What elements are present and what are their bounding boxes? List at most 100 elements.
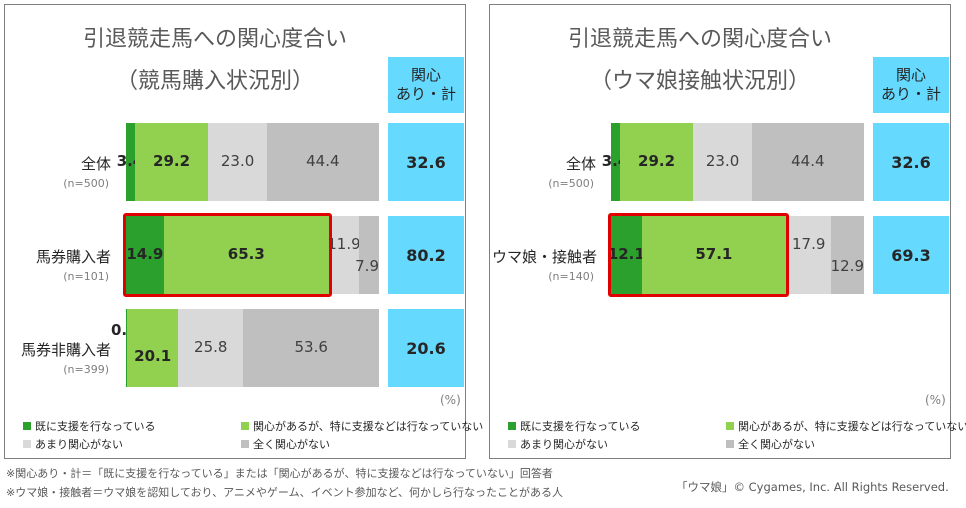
bar-segment — [786, 216, 832, 294]
data-label: 29.2 — [153, 152, 191, 170]
data-label: 29.2 — [638, 152, 676, 170]
total-value: 32.6 — [388, 123, 464, 201]
total-value: 20.6 — [388, 309, 464, 387]
chart-panel-umamusume: 引退競走馬への関心度合い （ウマ娘接触状況別） 関心 あり・計 全体 (n=500… — [489, 4, 966, 459]
legend-label: 全く関心がない — [253, 438, 330, 451]
total-value: 80.2 — [388, 216, 464, 294]
bar-segment — [693, 123, 752, 201]
legend-item: 関心があるが、特に支援などは行なっていない — [726, 418, 966, 434]
legend-label: あまり関心がない — [35, 438, 123, 451]
total-header-line1: 関心 — [895, 65, 926, 84]
legend-item: あまり関心がない — [508, 436, 608, 452]
bar-segment — [266, 123, 379, 201]
data-label: 12.9 — [830, 257, 864, 275]
bar-segment — [619, 123, 694, 201]
category-label: 全体 — [565, 155, 596, 173]
bar-segment — [751, 123, 864, 201]
bar-segment — [208, 123, 267, 201]
category-label: 馬券非購入者 — [20, 341, 111, 359]
legend-swatch — [23, 422, 31, 430]
stacked-bar: 14.9 65.3 11.9 7.9 — [126, 216, 379, 294]
stacked-bar: 0.5 20.1 25.8 53.6 — [111, 309, 379, 387]
legend-swatch — [241, 422, 249, 430]
bar-segment — [134, 123, 209, 201]
legend-item: 既に支援を行なっている — [508, 418, 640, 434]
data-label: 17.9 — [792, 235, 826, 253]
sample-size-label: (n=500) — [548, 177, 594, 190]
unit-label: (%) — [440, 393, 461, 407]
data-label: 44.4 — [791, 152, 825, 170]
legend-label: 関心があるが、特に支援などは行なっていない — [738, 420, 966, 433]
bar-segment — [359, 216, 379, 294]
chart-subtitle: （ウマ娘接触状況別） — [589, 69, 810, 94]
footnote-umamusume: ※ウマ娘・接触者＝ウマ娘を認知しており、アニメやゲーム、イベント参加など、何かし… — [6, 486, 564, 499]
data-label: 23.0 — [705, 152, 740, 170]
legend-item: 既に支援を行なっている — [23, 418, 155, 434]
legend-swatch — [241, 440, 249, 448]
highlight-frame — [608, 213, 790, 297]
total-header-line2: あり・計 — [395, 85, 456, 103]
total-value: 69.3 — [873, 216, 949, 294]
legend-item: あまり関心がない — [23, 436, 123, 452]
legend-label: あまり関心がない — [520, 438, 608, 451]
sample-size-label: (n=101) — [63, 270, 109, 283]
sample-size-label: (n=500) — [63, 177, 109, 190]
stacked-bar: 3.4 29.2 23.0 44.4 — [117, 123, 379, 201]
bar-segment — [163, 216, 329, 294]
data-label: 25.8 — [194, 338, 228, 356]
chart-title: 引退競走馬への関心度合い — [567, 27, 832, 52]
legend-label: 既に支援を行なっている — [35, 420, 156, 433]
legend-label: 既に支援を行なっている — [520, 420, 641, 433]
chart-panel-purchase: 引退競走馬への関心度合い （競馬購入状況別） 関心 あり・計 全体 (n=500)… — [4, 4, 483, 459]
bar-segment — [126, 309, 128, 387]
bar-segment — [641, 216, 787, 294]
data-label: 65.3 — [227, 245, 265, 263]
data-label: 11.9 — [327, 235, 361, 253]
copyright-text: 「ウマ娘」© Cygames, Inc. All Rights Reserved… — [676, 480, 949, 494]
category-label: 馬券購入者 — [35, 248, 111, 266]
bar-segment — [611, 216, 642, 294]
category-label: 全体 — [80, 155, 111, 173]
bar-segment — [831, 216, 864, 294]
legend-label: 全く関心がない — [738, 438, 815, 451]
sample-size-label: (n=399) — [63, 363, 109, 376]
highlight-frame — [123, 213, 332, 297]
chart-subtitle: （競馬購入状況別） — [115, 69, 314, 94]
bar-segment — [328, 216, 359, 294]
legend-item: 関心があるが、特に支援などは行なっていない — [241, 418, 483, 434]
legend-item: 全く関心がない — [726, 436, 815, 452]
stacked-bar: 12.1 57.1 17.9 12.9 — [607, 216, 864, 294]
bar-segment — [611, 123, 620, 201]
bar-segment — [126, 216, 164, 294]
legend-swatch — [508, 422, 516, 430]
total-header-line2: あり・計 — [880, 85, 941, 103]
data-label: 12.1 — [607, 245, 645, 263]
bar-segment — [126, 123, 135, 201]
total-header: 関心 あり・計 — [873, 57, 949, 113]
total-header: 関心 あり・計 — [388, 57, 464, 113]
total-header-line1: 関心 — [410, 65, 441, 84]
bar-segment — [178, 309, 244, 387]
footnote-total: ※関心あり・計＝「既に支援を行なっている」または「関心があるが、特に支援などは行… — [6, 467, 553, 480]
data-label: 23.0 — [220, 152, 255, 170]
bar-segment — [127, 309, 179, 387]
legend-item: 全く関心がない — [241, 436, 330, 452]
category-label: ウマ娘・接触者 — [492, 248, 598, 266]
legend-swatch — [726, 440, 734, 448]
sample-size-label: (n=140) — [548, 270, 594, 283]
unit-label: (%) — [925, 393, 946, 407]
chart-title: 引退競走馬への関心度合い — [82, 27, 347, 52]
bar-segment — [243, 309, 379, 387]
legend-swatch — [508, 440, 516, 448]
data-label: 57.1 — [695, 245, 733, 263]
legend-label: 関心があるが、特に支援などは行なっていない — [253, 420, 484, 433]
data-label: 14.9 — [126, 245, 164, 263]
legend-swatch — [23, 440, 31, 448]
data-label: 44.4 — [306, 152, 340, 170]
stacked-bar: 3.4 29.2 23.0 44.4 — [602, 123, 864, 201]
legend-swatch — [726, 422, 734, 430]
data-label: 7.9 — [355, 257, 379, 275]
data-label: 20.1 — [134, 347, 172, 365]
data-label: 53.6 — [294, 338, 328, 356]
total-value: 32.6 — [873, 123, 949, 201]
